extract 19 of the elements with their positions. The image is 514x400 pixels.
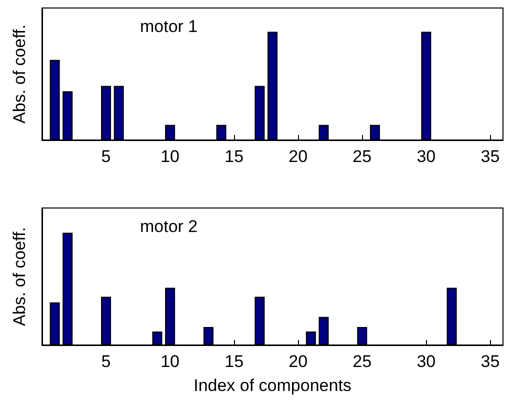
x-tick-label: 25 (352, 352, 372, 371)
x-tick-label: 35 (480, 352, 500, 371)
x-tick-label: 30 (416, 352, 436, 371)
annotation: motor 1 (140, 17, 198, 36)
x-tick-label: 10 (160, 147, 180, 166)
x-tick-label: 15 (224, 147, 244, 166)
x-axis-title: Index of components (194, 376, 352, 395)
x-tick-label: 20 (288, 147, 308, 166)
x-tick-label: 5 (101, 352, 111, 371)
x-tick-label: 20 (288, 352, 308, 371)
x-tick-label: 25 (352, 147, 372, 166)
x-tick-label: 30 (416, 147, 436, 166)
y-axis-title: Abs. of coeff. (10, 24, 29, 124)
x-tick-label: 35 (480, 147, 500, 166)
x-tick-label: 5 (101, 147, 111, 166)
annotation: motor 2 (140, 217, 198, 236)
x-tick-label: 10 (160, 352, 180, 371)
y-axis-title: Abs. of coeff. (10, 227, 29, 326)
x-tick-label: 15 (224, 352, 244, 371)
